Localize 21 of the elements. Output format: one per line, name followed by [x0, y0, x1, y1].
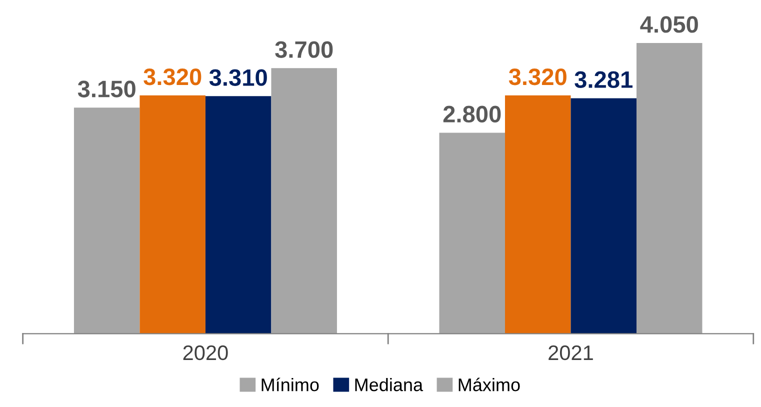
- bar: [140, 95, 206, 334]
- data-label: 4.050: [640, 16, 698, 33]
- bar: [271, 68, 337, 334]
- data-label: 3.281: [574, 71, 633, 88]
- bar: [439, 132, 505, 334]
- bar: [74, 108, 140, 334]
- bar: [570, 98, 636, 334]
- data-label: 3.320: [508, 68, 566, 86]
- legend-label: Mediana: [355, 378, 424, 392]
- data-label: 3.150: [78, 80, 136, 98]
- data-label: 3.310: [209, 69, 267, 86]
- legend-label: Mínimo: [262, 378, 319, 392]
- data-label: 3.700: [275, 41, 333, 58]
- x-tick-label: 2021: [548, 345, 593, 360]
- data-label: 2.800: [443, 106, 501, 123]
- legend-label: Máximo: [458, 378, 520, 392]
- data-label: 3.320: [144, 68, 202, 86]
- bar: [505, 95, 571, 334]
- bar: [636, 43, 702, 334]
- x-tick-label: 2020: [183, 345, 228, 360]
- bar: [205, 96, 272, 334]
